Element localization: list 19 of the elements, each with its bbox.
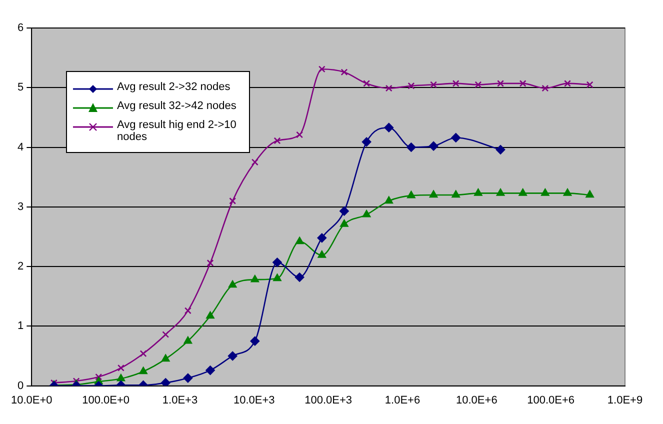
x-tick-label: 100.0E+0 bbox=[82, 394, 130, 406]
x-tick-label: 1.0E+9 bbox=[607, 394, 643, 406]
y-tick-label: 2 bbox=[18, 260, 24, 273]
y-tick-label: 5 bbox=[18, 82, 24, 94]
y-tick-label: 0 bbox=[18, 380, 24, 392]
y-tick-label: 6 bbox=[18, 22, 24, 34]
x-tick-label: 10.0E+3 bbox=[234, 394, 275, 406]
x-tick-label: 100.0E+6 bbox=[527, 394, 575, 406]
legend-label: Avg result 2->32 nodes bbox=[117, 81, 230, 93]
y-tick-label: 4 bbox=[18, 141, 24, 154]
y-tick-label: 1 bbox=[18, 320, 24, 332]
x-tick-label: 10.0E+6 bbox=[456, 394, 498, 406]
x-tick-label: 10.0E+0 bbox=[10, 394, 52, 406]
x-tick-label: 100.0E+3 bbox=[304, 394, 352, 406]
x-tick-label: 1.0E+6 bbox=[384, 394, 420, 406]
x-tick-label: 1.0E+3 bbox=[162, 394, 198, 406]
y-tick-label: 3 bbox=[18, 200, 24, 213]
legend-label: Avg result hig end 2->10 nodes bbox=[117, 119, 238, 143]
legend-label: Avg result 32->42 nodes bbox=[117, 100, 236, 112]
